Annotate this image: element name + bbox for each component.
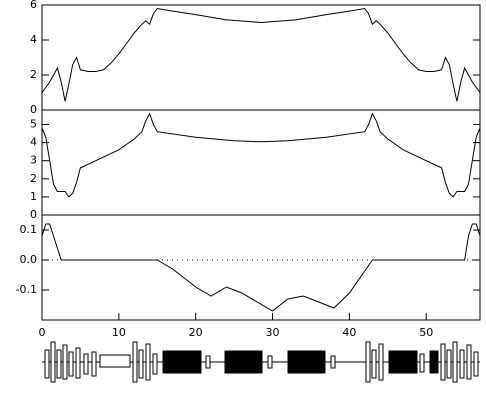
y-tick-label: 0.0 bbox=[20, 253, 38, 266]
data-line bbox=[41, 223, 481, 312]
y-tick-label: 5 bbox=[30, 117, 37, 130]
data-line bbox=[41, 7, 481, 102]
x-tick-label: 20 bbox=[189, 326, 203, 339]
y-tick-label: 2 bbox=[30, 68, 37, 81]
x-tick-label: 50 bbox=[419, 326, 433, 339]
x-tick-label: 40 bbox=[342, 326, 356, 339]
lattice bbox=[42, 341, 480, 383]
y-tick-label: 2 bbox=[30, 172, 37, 185]
y-tick-label: 1 bbox=[30, 190, 37, 203]
panel-frame bbox=[41, 4, 481, 111]
panel-frame bbox=[41, 214, 481, 321]
x-tick-label: 0 bbox=[39, 326, 46, 339]
x-tick-label: 30 bbox=[266, 326, 280, 339]
y-tick-label: 4 bbox=[30, 136, 37, 149]
y-tick-label: 4 bbox=[30, 33, 37, 46]
y-tick-label: -0.1 bbox=[16, 283, 37, 296]
data-line bbox=[41, 112, 481, 198]
panel-frame bbox=[41, 109, 481, 216]
y-tick-label: 0.1 bbox=[20, 223, 38, 236]
y-tick-label: 3 bbox=[30, 154, 37, 167]
y-tick-label: 0 bbox=[30, 208, 37, 221]
x-tick-label: 10 bbox=[112, 326, 126, 339]
y-tick-label: 6 bbox=[30, 0, 37, 11]
y-tick-label: 0 bbox=[30, 103, 37, 116]
